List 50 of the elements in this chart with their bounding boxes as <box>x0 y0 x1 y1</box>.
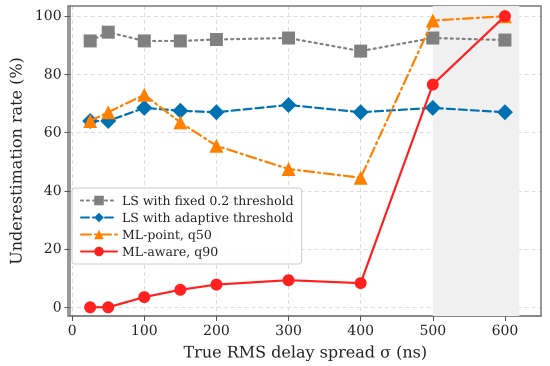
x-tick-label: 500 <box>419 323 446 339</box>
y-tick-label: 60 <box>44 124 62 141</box>
point <box>282 162 296 176</box>
point <box>174 34 187 48</box>
point <box>209 138 224 153</box>
point <box>136 100 152 116</box>
x-tick-label: 400 <box>347 323 374 339</box>
y-tick-label: 80 <box>44 66 62 82</box>
point <box>354 44 368 58</box>
point <box>496 104 513 120</box>
legend-label: LS with fixed 0.2 threshold <box>122 193 294 208</box>
point <box>210 278 222 291</box>
point <box>282 274 295 286</box>
point <box>426 32 440 45</box>
point <box>84 34 97 48</box>
legend-label: ML-point, q50 <box>122 227 212 242</box>
point <box>174 284 186 296</box>
legend-label: ML-aware, q90 <box>122 244 218 259</box>
point <box>84 301 96 314</box>
point <box>426 78 439 91</box>
point <box>498 34 512 47</box>
y-tick-label: 0 <box>52 299 62 316</box>
x-tick-label: 100 <box>130 323 158 339</box>
legend-label: LS with adaptive threshold <box>122 210 294 225</box>
y-tick-label: 100 <box>34 8 62 24</box>
y-tick-label: 40 <box>44 182 62 199</box>
y-axis-title: Underestimation rate (%) <box>6 57 26 265</box>
point <box>424 100 441 116</box>
x-tick-label: 300 <box>275 323 302 339</box>
point <box>138 34 151 48</box>
x-tick-label: 200 <box>203 323 230 339</box>
point <box>102 26 115 39</box>
point <box>354 277 367 290</box>
point <box>101 105 116 120</box>
x-tick-label: 600 <box>492 323 518 339</box>
point <box>280 96 297 113</box>
point <box>208 104 224 120</box>
point <box>282 32 296 45</box>
point <box>354 170 368 185</box>
point <box>426 14 440 28</box>
y-tick-label: 20 <box>44 241 62 258</box>
x-axis-title: True RMS delay spread σ (ns) <box>184 342 428 362</box>
point <box>173 115 188 130</box>
point <box>138 291 150 304</box>
point <box>210 32 223 46</box>
point <box>352 104 369 120</box>
point <box>102 301 114 314</box>
point <box>137 88 152 102</box>
point <box>172 102 188 119</box>
x-tick-label: 0 <box>68 323 77 339</box>
